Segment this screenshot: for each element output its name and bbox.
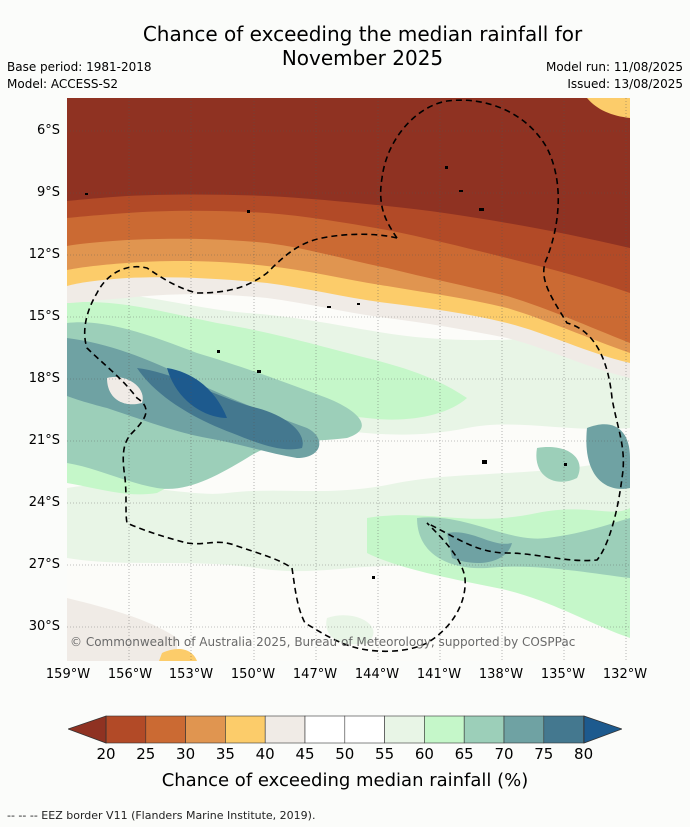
map-panel: © Commonwealth of Australia 2025, Bureau…: [67, 98, 630, 661]
meta-left: Base period: 1981-2018 Model: ACCESS-S2: [7, 59, 152, 93]
lon-tick: 138°W: [478, 667, 524, 682]
colorbar-tick-label: 80: [574, 745, 594, 763]
colorbar: [68, 715, 622, 744]
lon-tick: 159°W: [45, 667, 91, 682]
colorbar-high-arrow: [583, 715, 622, 744]
colorbar-cell: [264, 715, 306, 744]
colorbar-cell: [105, 715, 147, 744]
colorbar-cell: [304, 715, 346, 744]
colorbar-tick-label: 60: [414, 745, 434, 763]
lon-tick: 150°W: [230, 667, 276, 682]
model-run: Model run: 11/08/2025: [545, 60, 683, 74]
colorbar-low-arrow: [68, 715, 107, 744]
colorbar-tick-label: 70: [494, 745, 514, 763]
colorbar-tick-label: 45: [295, 745, 315, 763]
meta-right: Model run: 11/08/2025 Issued: 13/08/2025: [546, 59, 683, 93]
copyright-notice: © Commonwealth of Australia 2025, Bureau…: [70, 635, 576, 649]
lon-tick: 132°W: [602, 667, 648, 682]
colorbar-cell: [424, 715, 465, 744]
colorbar-cell: [225, 715, 266, 744]
colorbar-cell: [145, 715, 186, 744]
colorbar-cell: [384, 715, 425, 744]
colorbar-tick-label: 35: [215, 745, 235, 763]
eez-footnote: -- -- -- EEZ border V11 (Flanders Marine…: [7, 809, 316, 822]
title-line-2: November 2025: [281, 46, 444, 70]
colorbar-cells: [105, 715, 584, 744]
lat-tick: 6°S: [36, 123, 60, 138]
colorbar-tick-label: 30: [176, 745, 196, 763]
lat-tick: 18°S: [28, 371, 60, 386]
colorbar-title: Chance of exceeding median rainfall (%): [161, 770, 529, 791]
lon-tick: 135°W: [540, 667, 586, 682]
colorbar-cell: [503, 715, 545, 744]
lon-tick: 141°W: [416, 667, 462, 682]
colorbar-tick-label: 65: [454, 745, 474, 763]
lat-tick: 21°S: [28, 433, 60, 448]
lon-tick: 144°W: [354, 667, 400, 682]
colorbar-tick-label: 55: [375, 745, 395, 763]
lat-tick: 24°S: [28, 495, 60, 510]
colorbar-cell: [543, 715, 584, 744]
lat-tick: 30°S: [28, 619, 60, 634]
lat-tick: 27°S: [28, 557, 60, 572]
lon-tick: 147°W: [292, 667, 338, 682]
model-name: Model: ACCESS-S2: [7, 77, 119, 91]
colorbar-tick-label: 20: [96, 745, 116, 763]
lon-tick: 156°W: [107, 667, 153, 682]
colorbar-cell: [463, 715, 505, 744]
colorbar-tick-label: 50: [335, 745, 355, 763]
colorbar-cell: [344, 715, 385, 744]
colorbar-tick-label: 25: [136, 745, 156, 763]
base-period: Base period: 1981-2018: [7, 60, 152, 74]
colorbar-cell: [185, 715, 226, 744]
lat-tick: 15°S: [28, 309, 60, 324]
map-title: Chance of exceeding the median rainfall …: [0, 22, 690, 70]
lat-tick: 9°S: [36, 185, 60, 200]
colorbar-tick-label: 75: [534, 745, 554, 763]
lat-tick: 12°S: [28, 247, 60, 262]
issued-date: Issued: 13/08/2025: [567, 77, 683, 91]
lon-tick: 153°W: [168, 667, 214, 682]
title-line-1: Chance of exceeding the median rainfall …: [142, 22, 583, 46]
colorbar-tick-label: 40: [255, 745, 275, 763]
rainfall-map: [67, 98, 630, 661]
